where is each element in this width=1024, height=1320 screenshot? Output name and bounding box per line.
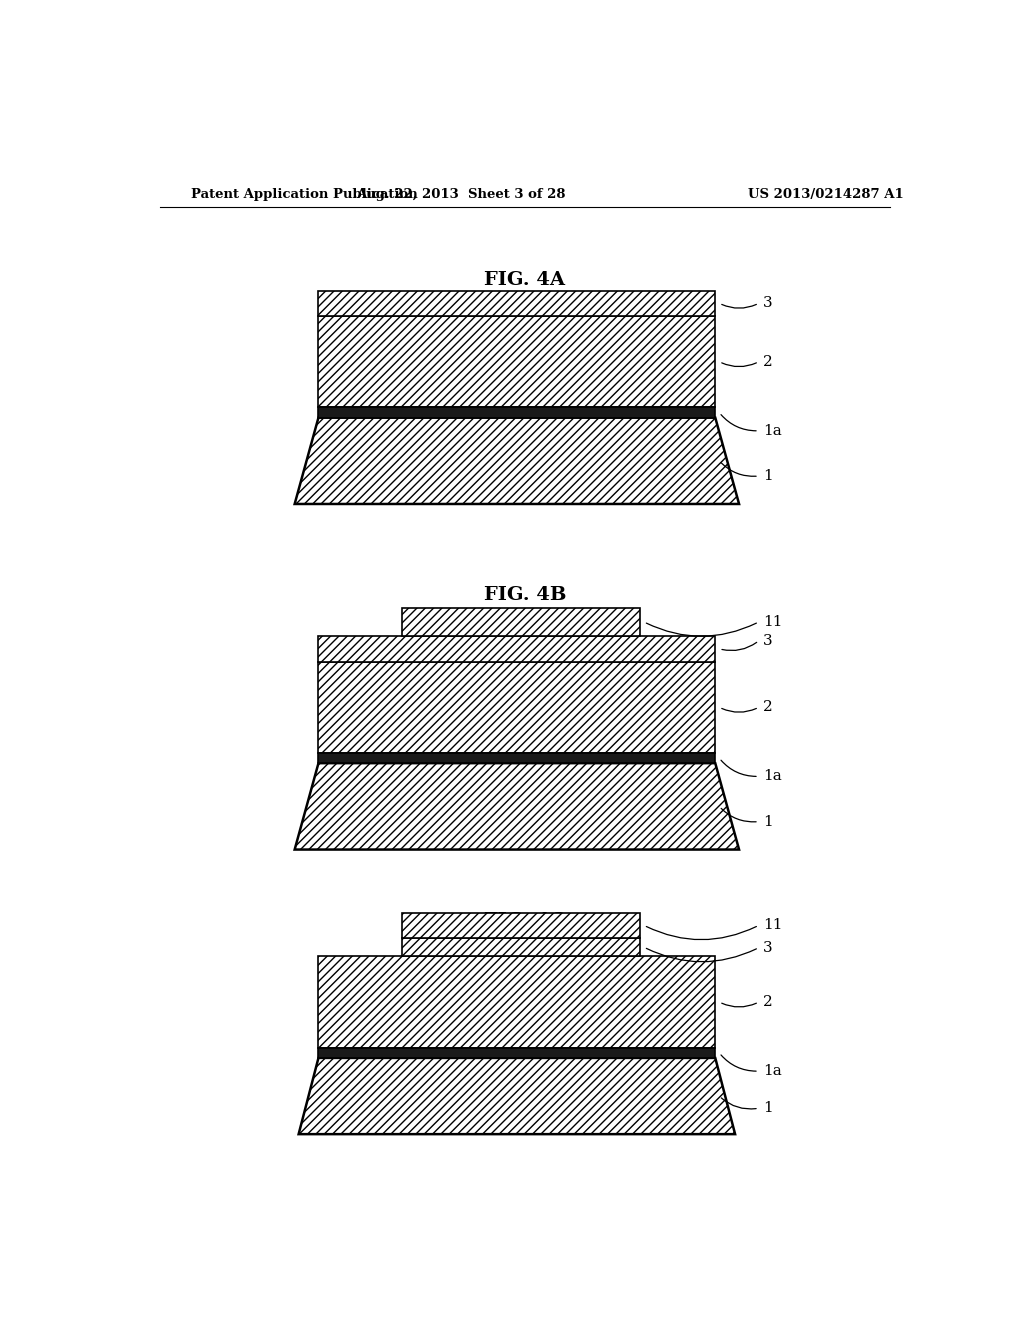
Polygon shape [299,1057,735,1134]
Text: 11: 11 [763,919,782,932]
Text: 3: 3 [763,941,772,954]
Polygon shape [318,290,715,315]
Text: FIG. 4A: FIG. 4A [484,272,565,289]
Text: 3: 3 [763,296,772,310]
Text: 1a: 1a [763,1064,781,1078]
Polygon shape [401,607,640,636]
Polygon shape [318,661,715,752]
Polygon shape [318,956,715,1048]
Text: 2: 2 [763,700,773,714]
Polygon shape [401,939,640,956]
Text: FIG. 4B: FIG. 4B [483,586,566,605]
Text: 1: 1 [763,469,773,483]
Text: Patent Application Publication: Patent Application Publication [191,189,418,202]
Text: 1: 1 [763,1101,773,1115]
Polygon shape [295,763,739,850]
Polygon shape [401,912,640,939]
Text: Aug. 22, 2013  Sheet 3 of 28: Aug. 22, 2013 Sheet 3 of 28 [356,189,566,202]
Polygon shape [318,636,715,661]
Polygon shape [318,752,715,763]
Text: 2: 2 [763,355,773,368]
Text: FIG. 4C: FIG. 4C [484,912,565,929]
Polygon shape [295,417,739,504]
Text: 2: 2 [763,995,773,1008]
Text: 1: 1 [763,814,773,829]
Polygon shape [318,315,715,408]
Text: 1a: 1a [763,770,781,783]
Text: 1a: 1a [763,424,781,438]
Text: 3: 3 [763,634,772,648]
Polygon shape [318,1048,715,1057]
Polygon shape [318,408,715,417]
Text: US 2013/0214287 A1: US 2013/0214287 A1 [749,189,904,202]
Text: 11: 11 [763,615,782,628]
